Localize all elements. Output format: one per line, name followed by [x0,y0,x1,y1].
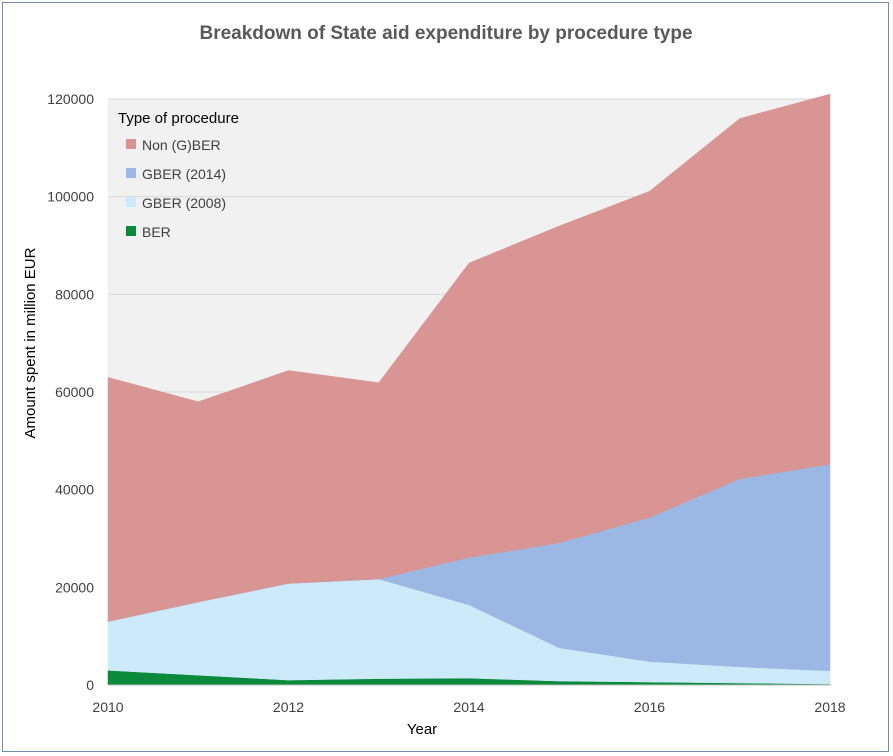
x-tick-label: 2014 [453,699,484,715]
legend-label-non-g-ber: Non (G)BER [142,137,221,153]
area-non-g-ber [107,93,831,622]
x-tick-labels: 2010 2012 2014 2016 2018 [92,699,845,715]
legend-label-ber: BER [142,224,171,240]
y-tick-labels: 0 20000 40000 60000 80000 100000 120000 [47,91,94,693]
legend-label-gber-2008: GBER (2008) [142,195,226,211]
legend-swatch-non-g-ber [126,139,136,149]
x-axis-label: Year [407,721,437,738]
y-tick-label: 40000 [55,482,94,498]
x-tick-label: 2016 [634,699,665,715]
y-tick-label: 0 [86,677,94,693]
y-tick-label: 100000 [47,189,94,205]
legend-title: Type of procedure [118,110,239,127]
legend-label-gber-2014: GBER (2014) [142,166,226,182]
y-tick-label: 80000 [55,286,94,302]
legend-swatch-gber-2008 [126,197,136,207]
area-series-group [107,93,831,686]
legend-swatch-gber-2014 [126,168,136,178]
x-tick-label: 2018 [814,699,845,715]
y-tick-label: 60000 [55,384,94,400]
y-axis-label: Amount spent in million EUR [22,247,39,438]
legend-swatch-ber [126,226,136,236]
y-tick-label: 20000 [55,579,94,595]
y-tick-label: 120000 [47,91,94,107]
chart-title: Breakdown of State aid expenditure by pr… [199,23,692,44]
x-tick-label: 2010 [92,699,123,715]
legend: Type of procedure Non (G)BER GBER (2014) G… [118,110,239,240]
x-tick-label: 2012 [273,699,304,715]
